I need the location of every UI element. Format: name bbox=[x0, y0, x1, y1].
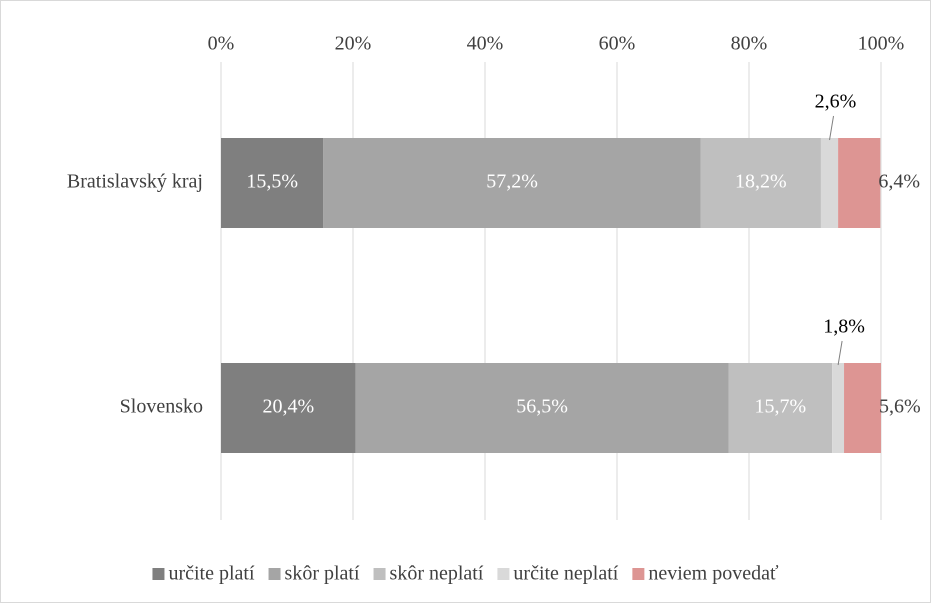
value-label: 15,7% bbox=[755, 396, 807, 418]
value-label: 20,4% bbox=[262, 396, 314, 418]
legend-label: neviem povedať bbox=[648, 563, 779, 585]
x-tick-label: 60% bbox=[599, 33, 636, 55]
x-tick-label: 20% bbox=[335, 33, 372, 55]
legend-swatch bbox=[497, 568, 510, 580]
value-label: 1,8% bbox=[823, 316, 865, 338]
bar-segment bbox=[355, 363, 729, 453]
category-label: Bratislavský kraj bbox=[67, 171, 203, 193]
bar-segment bbox=[844, 363, 881, 453]
value-label: 18,2% bbox=[735, 171, 787, 193]
bar-segment bbox=[728, 363, 833, 453]
value-label: 56,5% bbox=[516, 396, 568, 418]
bar-segment bbox=[700, 138, 821, 228]
bar-segment bbox=[820, 138, 839, 228]
category-label: Slovensko bbox=[120, 396, 203, 418]
bar-segment bbox=[323, 138, 701, 228]
leader-line bbox=[837, 340, 843, 366]
value-label: 57,2% bbox=[486, 171, 538, 193]
value-label: 15,5% bbox=[246, 171, 298, 193]
x-tick-label: 40% bbox=[467, 33, 504, 55]
legend-label: skôr neplatí bbox=[390, 563, 484, 585]
legend-label: určite neplatí bbox=[513, 563, 618, 585]
legend-label: skôr platí bbox=[285, 563, 360, 585]
leader-line bbox=[829, 115, 835, 141]
legend-swatch bbox=[268, 568, 281, 580]
bar-segment bbox=[838, 138, 881, 228]
legend-swatch bbox=[373, 568, 386, 580]
bar-segment bbox=[221, 138, 324, 228]
x-tick-label: 100% bbox=[858, 33, 905, 55]
x-tick-label: 80% bbox=[731, 33, 768, 55]
value-label: 2,6% bbox=[815, 91, 857, 113]
bar-segment bbox=[221, 363, 356, 453]
value-label: 5,6% bbox=[879, 396, 921, 418]
legend-swatch bbox=[632, 568, 645, 580]
bar-segment bbox=[832, 363, 845, 453]
legend-swatch bbox=[152, 568, 165, 580]
legend-label: určite platí bbox=[168, 563, 255, 585]
x-tick-label: 0% bbox=[208, 33, 235, 55]
value-label: 6,4% bbox=[878, 171, 920, 193]
